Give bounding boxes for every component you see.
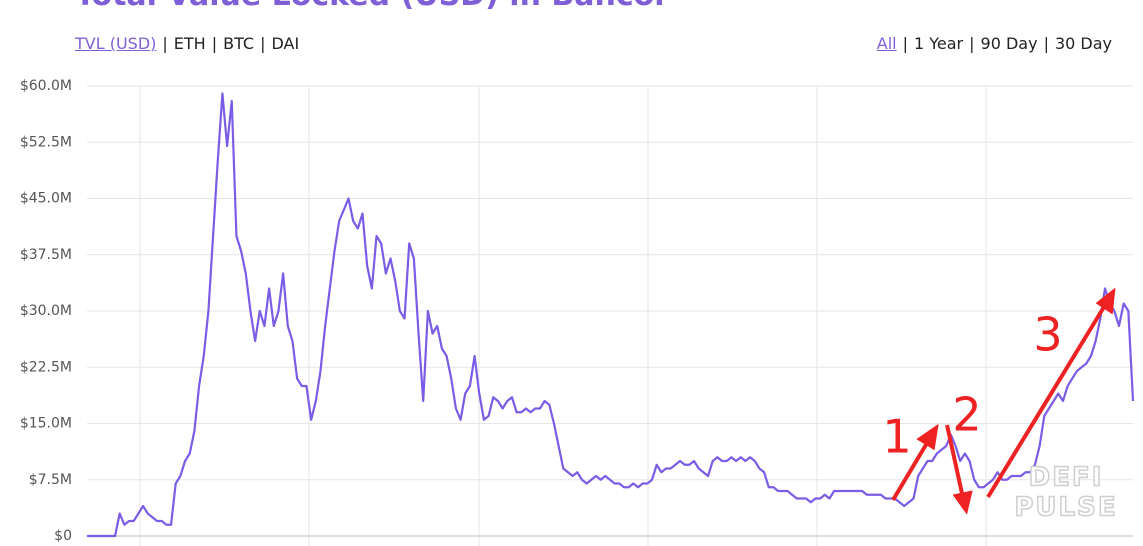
y-tick-label: $37.5M (20, 247, 72, 263)
vertical-grid (139, 86, 987, 546)
series-tab[interactable]: BTC (223, 34, 255, 53)
y-tick-label: $30.0M (20, 303, 72, 319)
separator: | (162, 34, 168, 53)
arrow (945, 424, 965, 499)
annotation: 2 (952, 388, 981, 442)
series-tab[interactable]: ETH (173, 34, 206, 53)
watermark: DEFI (1029, 463, 1104, 493)
arrow (891, 436, 932, 502)
series-tab[interactable]: TVL (USD) (75, 34, 157, 53)
range-tab[interactable]: All (876, 34, 897, 53)
range-tab[interactable]: 1 Year (913, 34, 964, 53)
range-tab[interactable]: 90 Day (980, 34, 1038, 53)
separator: | (969, 34, 975, 53)
arrow (986, 300, 1109, 499)
tvl-line (87, 92, 1135, 538)
range-tab[interactable]: 30 Day (1054, 34, 1112, 53)
y-tick-label: $45.0M (20, 191, 72, 207)
separator: | (1043, 34, 1049, 53)
annotation: 3 (1033, 308, 1062, 362)
y-tick-label: $52.5M (20, 134, 72, 150)
range-tabs: All | 1 Year | 90 Day | 30 Day (877, 34, 1112, 53)
arrow-head (916, 423, 939, 451)
y-tick-label: $60.0M (20, 78, 72, 94)
y-tick-label: $15.0M (20, 416, 72, 432)
y-tick-label: $7.5M (29, 472, 72, 488)
separator: | (902, 34, 908, 53)
chart-title: Total Value Locked (USD) in Bancor (75, 0, 669, 13)
y-tick-label: $22.5M (20, 359, 72, 375)
series-tabs: TVL (USD) | ETH | BTC | DAI (75, 34, 299, 53)
y-tick-label: $0 (54, 528, 72, 544)
separator: | (260, 34, 266, 53)
arrow-head (1095, 287, 1116, 315)
series-tab[interactable]: DAI (271, 34, 300, 53)
arrows (891, 287, 1116, 515)
arrow-head (952, 490, 973, 515)
separator: | (211, 34, 218, 53)
watermark: PULSE (1014, 493, 1117, 523)
annotation: 1 (882, 410, 911, 464)
